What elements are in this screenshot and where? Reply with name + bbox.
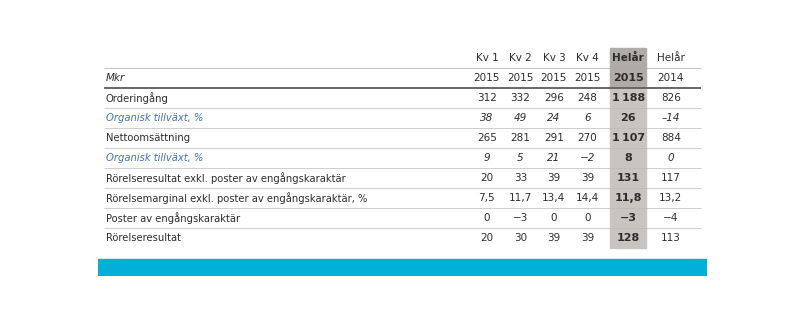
Text: Rörelsemarginal exkl. poster av engångskaraktär, %: Rörelsemarginal exkl. poster av engångsk… — [105, 193, 367, 204]
Text: 2015: 2015 — [507, 73, 534, 83]
Text: Kv 3: Kv 3 — [542, 53, 565, 63]
Text: 26: 26 — [620, 113, 636, 123]
Text: 0: 0 — [483, 213, 490, 224]
Text: Rörelseresultat exkl. poster av engångskaraktär: Rörelseresultat exkl. poster av engångsk… — [105, 172, 345, 184]
Text: Orderingång: Orderingång — [105, 92, 168, 104]
Text: 5: 5 — [517, 153, 523, 163]
Text: −3: −3 — [619, 213, 637, 224]
Text: 2015: 2015 — [613, 73, 644, 83]
Text: −3: −3 — [512, 213, 528, 224]
Text: 0: 0 — [667, 153, 674, 163]
Text: Kv 1: Kv 1 — [476, 53, 498, 63]
Text: Mkr: Mkr — [105, 73, 125, 83]
Bar — [610, 48, 646, 88]
Text: –14: –14 — [662, 113, 680, 123]
Bar — [610, 88, 646, 248]
Text: 30: 30 — [514, 233, 527, 243]
Text: 0: 0 — [584, 213, 590, 224]
Text: Rörelseresultat: Rörelseresultat — [105, 233, 181, 243]
Text: 8: 8 — [624, 153, 632, 163]
Text: 113: 113 — [661, 233, 681, 243]
Text: 11,8: 11,8 — [615, 193, 642, 203]
Text: 13,2: 13,2 — [659, 193, 682, 203]
Text: 248: 248 — [578, 93, 597, 103]
Text: 7,5: 7,5 — [479, 193, 495, 203]
Text: 39: 39 — [547, 233, 560, 243]
Text: 21: 21 — [547, 153, 560, 163]
Text: 0: 0 — [551, 213, 557, 224]
Text: 2015: 2015 — [474, 73, 500, 83]
Text: −4: −4 — [663, 213, 678, 224]
Text: 39: 39 — [581, 233, 594, 243]
Text: 2015: 2015 — [541, 73, 567, 83]
Text: 11,7: 11,7 — [509, 193, 532, 203]
Text: 265: 265 — [477, 133, 497, 143]
Text: 128: 128 — [616, 233, 640, 243]
Text: −2: −2 — [580, 153, 595, 163]
Text: 1 107: 1 107 — [612, 133, 645, 143]
Text: 291: 291 — [544, 133, 564, 143]
Text: Nettoomsättning: Nettoomsättning — [105, 133, 189, 143]
Text: Kv 4: Kv 4 — [576, 53, 599, 63]
Text: 33: 33 — [514, 173, 527, 183]
Text: 131: 131 — [617, 173, 640, 183]
Text: 2014: 2014 — [658, 73, 684, 83]
Text: 20: 20 — [480, 173, 494, 183]
Text: 24: 24 — [547, 113, 560, 123]
Bar — [98, 259, 707, 276]
Text: Helår: Helår — [657, 53, 685, 63]
Text: Organisk tillväxt, %: Organisk tillväxt, % — [105, 153, 203, 163]
Text: 312: 312 — [477, 93, 497, 103]
Text: Helår: Helår — [612, 53, 644, 63]
Text: 49: 49 — [514, 113, 527, 123]
Text: 38: 38 — [480, 113, 494, 123]
Text: 826: 826 — [661, 93, 681, 103]
Text: 884: 884 — [661, 133, 681, 143]
Text: 9: 9 — [483, 153, 490, 163]
Text: Organisk tillväxt, %: Organisk tillväxt, % — [105, 113, 203, 123]
Text: 6: 6 — [584, 113, 591, 123]
Text: 2015: 2015 — [575, 73, 601, 83]
Text: 332: 332 — [510, 93, 531, 103]
Text: 281: 281 — [510, 133, 531, 143]
Text: 117: 117 — [661, 173, 681, 183]
Text: 270: 270 — [578, 133, 597, 143]
Text: Poster av engångskaraktär: Poster av engångskaraktär — [105, 212, 240, 224]
Text: 296: 296 — [544, 93, 564, 103]
Text: 20: 20 — [480, 233, 494, 243]
Text: 39: 39 — [581, 173, 594, 183]
Text: 1 188: 1 188 — [612, 93, 645, 103]
Text: 14,4: 14,4 — [576, 193, 599, 203]
Text: 13,4: 13,4 — [542, 193, 565, 203]
Text: Kv 2: Kv 2 — [509, 53, 532, 63]
Text: 39: 39 — [547, 173, 560, 183]
